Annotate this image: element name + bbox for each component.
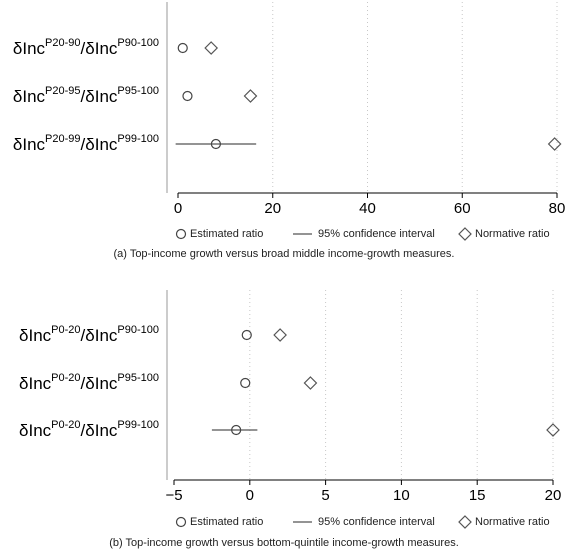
x-tick-label: 20 [264, 200, 281, 217]
x-tick-label: −5 [165, 487, 182, 504]
legend-estimated-label: Estimated ratio [190, 516, 264, 528]
row-label: δIncP0-20/δIncP90-100 [19, 324, 159, 345]
legend-ci-label: 95% confidence interval [318, 516, 435, 528]
row-label-part: P99-100 [117, 133, 159, 145]
row-label-part: /δInc [81, 87, 118, 106]
caption-b: (b) Top-income growth versus bottom-quin… [109, 537, 459, 549]
row-label-part: P99-100 [117, 419, 159, 431]
legend-estimated-symbol [175, 516, 187, 528]
row-label: δIncP20-90/δIncP90-100 [13, 37, 159, 58]
row-label-part: P20-90 [45, 37, 80, 49]
legend-normative-symbol [458, 227, 472, 241]
row-label: δIncP0-20/δIncP95-100 [19, 372, 159, 393]
normative-marker [546, 423, 560, 437]
x-tick-label: 15 [469, 487, 486, 504]
row-label-part: δInc [19, 326, 52, 345]
estimate-marker [210, 138, 221, 150]
row-label-part: δInc [19, 421, 52, 440]
row-label-part: P20-95 [45, 85, 80, 97]
row-label: δIncP20-95/δIncP95-100 [13, 85, 159, 106]
row-label: δIncP0-20/δIncP99-100 [19, 419, 159, 440]
row-label-part: P95-100 [117, 85, 159, 97]
row-label-part: δInc [13, 135, 46, 154]
row-label-part: P20-99 [45, 133, 80, 145]
row-label-part: δInc [13, 87, 46, 106]
normative-marker [547, 137, 562, 151]
row-label-part: /δInc [81, 135, 118, 154]
x-tick-label: 0 [174, 200, 182, 217]
x-tick-label: 40 [359, 200, 376, 217]
x-tick-label: 60 [454, 200, 471, 217]
row-label-part: P90-100 [117, 37, 159, 49]
chart-panel-a: 0 20 40 60 80δIncP20-90/δIncP90-100δIncP20-9… [13, 2, 566, 241]
legend-normative-label: Normative ratio [475, 228, 550, 240]
row-label-part: /δInc [81, 39, 118, 58]
row-label-part: P0-20 [51, 372, 80, 384]
legend-normative-symbol [458, 515, 472, 529]
row-label-part: /δInc [81, 374, 118, 393]
row-label: δIncP20-99/δIncP99-100 [13, 133, 159, 154]
row-label-part: δInc [13, 39, 46, 58]
legend-estimated-symbol [175, 228, 187, 240]
estimate-marker [182, 90, 193, 102]
normative-marker [303, 376, 318, 390]
legend-normative-label: Normative ratio [475, 516, 550, 528]
x-tick-label: 0 [246, 487, 254, 504]
row-label-part: δInc [19, 374, 52, 393]
row-label-part: /δInc [81, 421, 118, 440]
chart-panel-b: −5 0 5 10 15 20δIncP0-20/δIncP90-100δIncP0-20… [19, 290, 562, 529]
normative-marker [243, 89, 258, 103]
estimate-marker [240, 377, 251, 389]
legend-ci-label: 95% confidence interval [318, 228, 435, 240]
estimate-marker [231, 424, 242, 436]
legend-estimated-label: Estimated ratio [190, 228, 264, 240]
x-tick-label: 10 [393, 487, 410, 504]
row-label-part: P0-20 [51, 419, 80, 431]
x-tick-label: 20 [545, 487, 562, 504]
x-tick-label: 80 [549, 200, 566, 217]
caption-a: (a) Top-income growth versus broad middl… [113, 248, 455, 260]
row-label-part: P0-20 [51, 324, 80, 336]
row-label-part: P95-100 [117, 372, 159, 384]
estimate-marker [177, 42, 188, 54]
x-tick-label: 5 [321, 487, 329, 504]
normative-marker [204, 41, 219, 55]
row-label-part: P90-100 [117, 324, 159, 336]
normative-marker [273, 328, 287, 342]
row-label-part: /δInc [81, 326, 118, 345]
estimate-marker [241, 329, 252, 341]
